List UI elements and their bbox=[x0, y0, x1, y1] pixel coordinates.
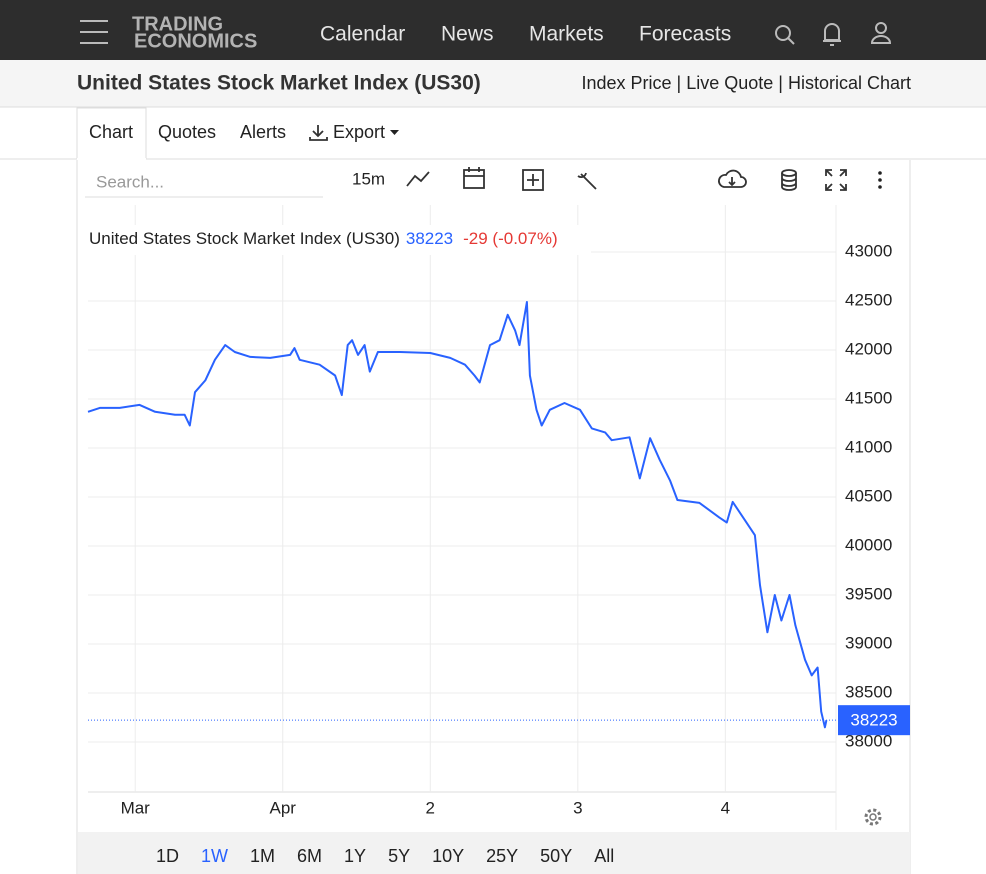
y-tick-label: 42500 bbox=[845, 291, 892, 310]
panel-border bbox=[76, 160, 911, 874]
legend: United States Stock Market Index (US30) 3… bbox=[89, 229, 558, 248]
tab-gap bbox=[77, 158, 146, 161]
calendar-icon[interactable] bbox=[463, 167, 485, 189]
x-tick-label: Mar bbox=[121, 798, 151, 817]
logo[interactable]: TRADING bbox=[132, 13, 223, 35]
fullscreen-icon[interactable] bbox=[825, 169, 847, 191]
tools-icon[interactable] bbox=[577, 172, 597, 190]
range-button[interactable]: 1W bbox=[201, 846, 228, 866]
interval-button[interactable]: 15m bbox=[352, 169, 385, 188]
range-button[interactable]: 1Y bbox=[344, 846, 366, 866]
header-links[interactable]: Index Price | Live Quote | Historical Ch… bbox=[582, 73, 911, 93]
download-icon bbox=[309, 125, 328, 141]
menu-button[interactable] bbox=[80, 20, 108, 44]
logo[interactable]: ECONOMICS bbox=[134, 30, 257, 52]
active-tab bbox=[76, 107, 147, 159]
user-icon[interactable] bbox=[870, 22, 892, 44]
plot: 38000 38500 39000 39500 40000 40500 41000 41500… bbox=[87, 242, 892, 817]
top-nav bbox=[0, 0, 986, 60]
range-buttons: 1D 1W 1M 6M 1Y 5Y 10Y 25Y 50Y All bbox=[156, 846, 614, 866]
last-price-badge: 38223 bbox=[838, 705, 910, 736]
more-icon[interactable] bbox=[878, 171, 882, 189]
y-tick-label: 40500 bbox=[845, 487, 892, 506]
chart-type-icon[interactable] bbox=[406, 171, 430, 187]
nav-item[interactable]: Calendar bbox=[320, 23, 405, 46]
tab[interactable]: Alerts bbox=[240, 122, 286, 142]
legend-price: 38223 bbox=[406, 229, 453, 248]
settings-icon[interactable] bbox=[864, 808, 882, 826]
y-tick-label: 41500 bbox=[845, 389, 892, 408]
range-button[interactable]: 1D bbox=[156, 846, 179, 866]
nav-item[interactable]: Markets bbox=[529, 23, 604, 46]
badge-bg bbox=[838, 705, 910, 736]
y-tick-label: 39000 bbox=[845, 634, 892, 653]
page-title: United States Stock Market Index (US30) bbox=[77, 72, 481, 95]
search-icon[interactable] bbox=[775, 25, 795, 45]
database-icon[interactable] bbox=[781, 169, 797, 191]
header-bar bbox=[0, 60, 986, 107]
range-button[interactable]: 25Y bbox=[486, 846, 518, 866]
y-tick-label: 38000 bbox=[845, 732, 892, 751]
tab[interactable]: Export bbox=[333, 122, 385, 142]
nav-item[interactable]: News bbox=[441, 23, 494, 46]
y-tick-label: 43000 bbox=[845, 242, 892, 261]
range-button[interactable]: 10Y bbox=[432, 846, 464, 866]
grid bbox=[88, 205, 836, 792]
range-button[interactable]: 6M bbox=[297, 846, 322, 866]
badge-label: 38223 bbox=[850, 711, 897, 730]
price-line bbox=[87, 301, 828, 729]
legend-name: United States Stock Market Index (US30) bbox=[89, 229, 400, 248]
y-tick-label: 38500 bbox=[845, 683, 892, 702]
legend-change: -29 (-0.07%) bbox=[463, 229, 557, 248]
legend-bg bbox=[86, 225, 591, 255]
search-input[interactable]: Search... bbox=[96, 172, 164, 191]
x-tick-label: 2 bbox=[426, 798, 435, 817]
y-tick-label: 42000 bbox=[845, 340, 892, 359]
tab[interactable]: Chart bbox=[89, 122, 133, 142]
y-tick-label: 40000 bbox=[845, 536, 892, 555]
range-button[interactable]: 1M bbox=[250, 846, 275, 866]
x-tick-label: 4 bbox=[721, 798, 730, 817]
tab[interactable]: Quotes bbox=[158, 122, 216, 142]
x-tick-label: 3 bbox=[573, 798, 582, 817]
range-bar bbox=[78, 832, 910, 874]
range-button[interactable]: 5Y bbox=[388, 846, 410, 866]
range-button[interactable]: 50Y bbox=[540, 846, 572, 866]
nav-item[interactable]: Forecasts bbox=[639, 23, 731, 46]
x-tick-label: Apr bbox=[270, 798, 297, 817]
caret bbox=[390, 130, 399, 135]
y-tick-label: 39500 bbox=[845, 585, 892, 604]
y-tick-label: 41000 bbox=[845, 438, 892, 457]
add-indicator-icon[interactable] bbox=[522, 169, 544, 191]
bell-icon[interactable] bbox=[823, 23, 841, 46]
range-button[interactable]: All bbox=[594, 846, 614, 866]
cloud-download-icon[interactable] bbox=[718, 169, 747, 188]
